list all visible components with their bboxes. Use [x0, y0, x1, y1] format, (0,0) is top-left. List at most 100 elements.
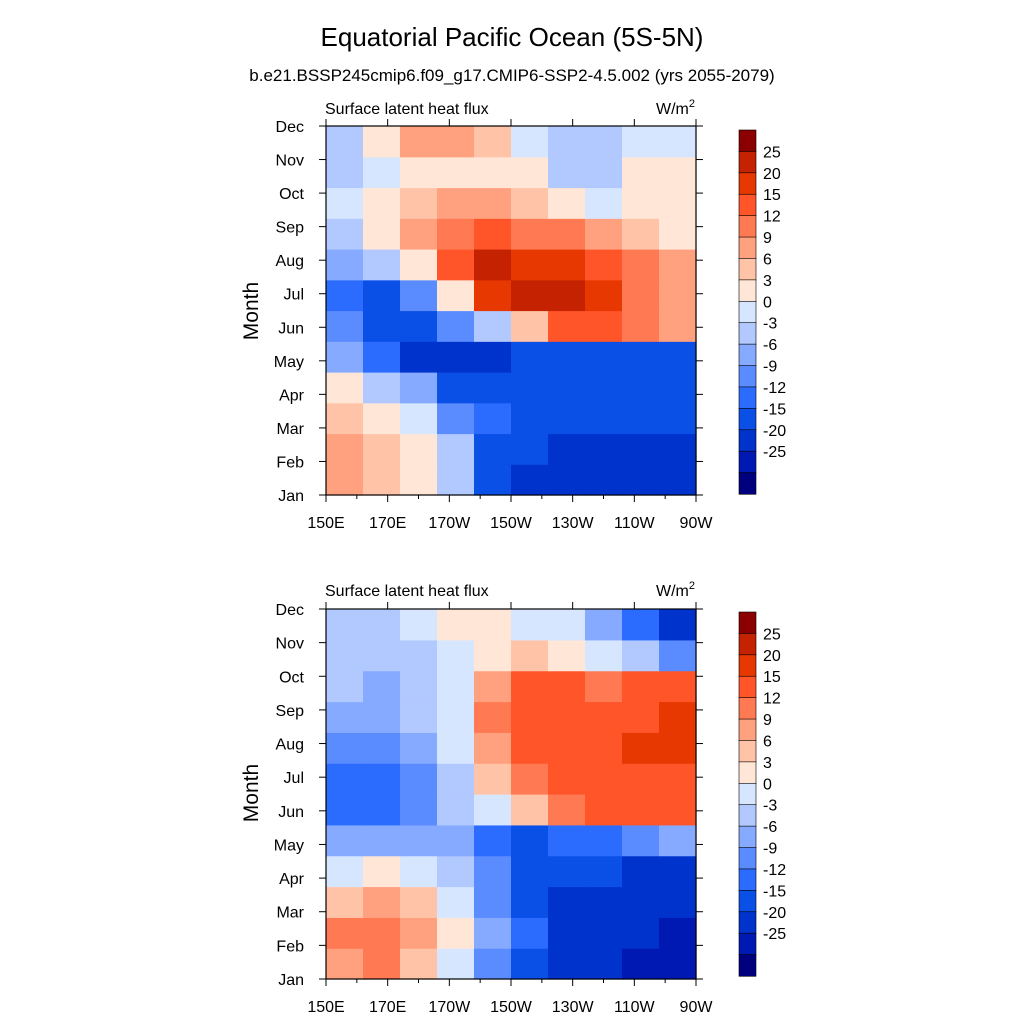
heatmap-cell — [622, 156, 660, 189]
heatmap-cell — [548, 855, 586, 888]
heatmap-cell — [326, 948, 364, 980]
heatmap-cell — [400, 433, 438, 465]
heatmap-cell — [474, 372, 512, 404]
heatmap-cell — [437, 701, 475, 733]
heatmap-cell — [474, 794, 512, 826]
heatmap-cell — [437, 917, 475, 949]
heatmap-cell — [659, 341, 697, 373]
heatmap-cell — [437, 763, 475, 795]
heatmap-cell — [326, 917, 364, 949]
heatmap-cell — [400, 763, 438, 795]
heatmap-cell — [400, 249, 438, 281]
heatmap-cell — [511, 763, 549, 795]
y-tick-label: Mar — [276, 421, 304, 438]
heatmap-cell — [400, 855, 438, 888]
heatmap-cell — [363, 917, 401, 949]
heatmap-cell — [511, 732, 549, 764]
heatmap-cell — [548, 948, 586, 980]
heatmap-cell — [622, 948, 660, 980]
colorbar-swatch — [738, 825, 757, 849]
colorbar-label: -12 — [763, 380, 786, 397]
heatmap-cell — [659, 126, 697, 158]
heatmap-cell — [326, 855, 364, 888]
heatmap-cell — [585, 794, 623, 826]
y-axis-title: Month — [240, 282, 263, 340]
heatmap-cell — [622, 701, 660, 733]
heatmap-cell — [474, 670, 512, 703]
heatmap-cell — [511, 886, 549, 918]
colorbar-swatch — [738, 365, 757, 388]
heatmap-cell — [363, 886, 401, 918]
heatmap-cell — [585, 917, 623, 949]
heatmap-cell — [585, 310, 623, 342]
heatmap-cell — [363, 402, 401, 435]
heatmap-cell — [548, 310, 586, 342]
colorbar-label: -9 — [763, 359, 777, 376]
x-tick-label: 170W — [428, 999, 471, 1016]
heatmap-cell — [548, 670, 586, 703]
y-tick-label: Jul — [284, 770, 304, 787]
colorbar: 25 20 15 12 9 6 3 0 -3 -6 -9 -12 -15 -20 -25 — [738, 611, 786, 977]
y-tick-label: Aug — [276, 253, 304, 270]
heatmap-cell — [659, 701, 697, 733]
colorbar-swatch — [738, 675, 757, 699]
heatmap-cell — [474, 917, 512, 949]
colorbar-swatch — [738, 279, 757, 302]
heatmap-cell — [437, 156, 475, 189]
x-tick-label: 90W — [680, 515, 714, 532]
y-tick-label: Feb — [276, 454, 304, 471]
heatmap-cell — [437, 886, 475, 918]
heatmap-cell — [363, 372, 401, 404]
heatmap-cell — [437, 948, 475, 980]
heatmap-cell — [400, 310, 438, 342]
heatmap-cell — [622, 402, 660, 435]
heatmap-cell — [326, 886, 364, 918]
heatmap-cell — [622, 341, 660, 373]
heatmap-cell — [326, 402, 364, 435]
y-tick-label: May — [274, 837, 304, 854]
colorbar-swatch — [738, 450, 757, 474]
heatmap-cell — [363, 732, 401, 764]
colorbar-swatch — [738, 740, 757, 763]
colorbar-label: -3 — [763, 316, 777, 333]
colorbar-swatch — [738, 890, 757, 913]
x-tick-label: 170E — [369, 999, 406, 1016]
colorbar-swatch — [738, 954, 757, 977]
heatmap-cell — [585, 763, 623, 795]
heatmap-cell — [548, 433, 586, 465]
heatmap-cell — [548, 464, 586, 496]
x-tick-label: 110W — [614, 999, 656, 1016]
heatmap-cell — [585, 670, 623, 703]
y-tick-label: Jan — [278, 972, 304, 989]
colorbar-label: 25 — [763, 144, 781, 161]
heatmap-cell — [585, 732, 623, 764]
heatmap-cell — [548, 156, 586, 189]
panel-model: Surface latent heat flux W/m2 Month Jan F… — [240, 98, 786, 532]
colorbar-label: -20 — [763, 905, 786, 922]
heatmap-cell — [659, 433, 697, 465]
heatmap-cell — [659, 249, 697, 281]
heatmap-cell — [363, 794, 401, 826]
y-axis-title: Month — [240, 764, 263, 822]
heatmap-cell — [511, 126, 549, 158]
heatmap-cell — [585, 402, 623, 435]
heatmap-cell — [511, 464, 549, 496]
heatmap-cell — [437, 279, 475, 312]
heatmap-cell — [622, 732, 660, 764]
colorbar-label: -25 — [763, 926, 786, 943]
heatmap-cell — [400, 372, 438, 404]
heatmap-cell — [585, 187, 623, 219]
y-tick-label: Mar — [276, 905, 304, 922]
heatmap-cell — [326, 701, 364, 733]
heatmap-cell — [400, 670, 438, 703]
colorbar-label: -20 — [763, 423, 786, 440]
heatmap-cell — [511, 794, 549, 826]
colorbar-label: 9 — [763, 230, 772, 247]
heatmap-cell — [585, 156, 623, 189]
heatmap-cell — [363, 218, 401, 250]
heatmap-cell — [659, 732, 697, 764]
colorbar-swatch — [738, 386, 757, 409]
heatmap-cell — [511, 156, 549, 189]
colorbar-label: -15 — [763, 883, 786, 900]
